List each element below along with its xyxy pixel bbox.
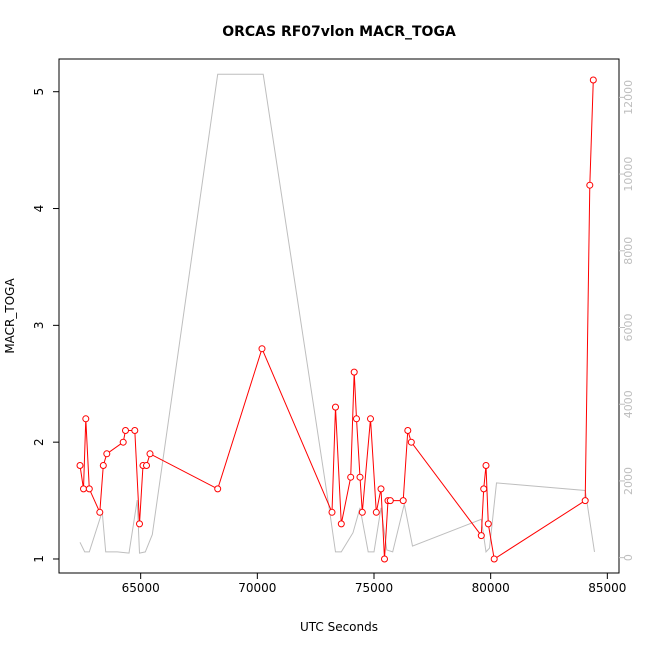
plot-frame <box>58 58 620 574</box>
macr-toga-point <box>332 403 339 411</box>
macr-toga-point <box>490 555 498 563</box>
y-tick-label: 1 <box>32 555 46 563</box>
x-tick-label: 75000 <box>355 581 393 595</box>
macr-toga-point <box>258 345 266 353</box>
macr-toga-point <box>367 415 374 423</box>
macr-toga-point <box>358 508 366 516</box>
macr-toga-point <box>480 485 488 493</box>
macr-toga-point <box>146 450 154 458</box>
y2-axis: 0 2000 4000 6000 8000 10000 12000 <box>619 80 635 561</box>
macr-toga-point <box>586 181 594 189</box>
x-axis-label: UTC Seconds <box>300 620 378 634</box>
macr-toga-point <box>337 520 345 528</box>
macr-toga-point <box>76 462 84 469</box>
macr-toga-point <box>581 497 589 505</box>
macr-toga-point <box>356 473 364 481</box>
macr-toga-point <box>347 473 355 481</box>
macr-toga-series-line <box>79 79 594 560</box>
y-axis: 1 2 3 4 5 <box>32 88 59 563</box>
macr-toga-point <box>381 555 388 563</box>
macr-toga-point <box>353 415 360 423</box>
y-tick-label: 3 <box>32 322 46 330</box>
macr-toga-point <box>377 485 385 493</box>
macr-toga-point <box>85 485 93 493</box>
y2-tick-label: 6000 <box>622 314 635 342</box>
macr-toga-point <box>136 520 143 528</box>
macr-toga-point <box>477 532 485 540</box>
macr-toga-point <box>484 520 492 528</box>
x-tick-label: 65000 <box>122 581 160 595</box>
macr-toga-point <box>404 427 412 434</box>
y2-tick-label: 10000 <box>622 157 635 192</box>
macr-toga-point <box>82 415 90 423</box>
chart-title: ORCAS RF07vlon MACR_TOGA <box>222 24 456 40</box>
x-tick-label: 70000 <box>238 581 276 595</box>
macr-toga-point <box>122 427 129 434</box>
macr-toga-point <box>119 438 127 446</box>
y2-tick-label: 4000 <box>622 390 635 418</box>
y2-tick-label: 2000 <box>622 467 635 495</box>
macr-toga-point <box>386 497 394 505</box>
macr-toga-point <box>407 438 415 446</box>
macr-toga-point <box>350 368 358 376</box>
macr-toga-point <box>131 427 139 434</box>
y-axis-label: MACR_TOGA <box>3 278 17 354</box>
macr-toga-point <box>80 485 87 493</box>
y2-tick-label: 12000 <box>622 80 635 115</box>
macr-toga-point <box>96 508 104 516</box>
macr-toga-point <box>589 76 597 84</box>
macr-toga-point <box>103 450 111 458</box>
macr-toga-point <box>372 508 380 516</box>
macr-toga-point <box>99 462 107 469</box>
x-tick-label: 80000 <box>472 581 510 595</box>
y-tick-label: 4 <box>32 205 46 213</box>
y2-tick-label: 8000 <box>622 237 635 265</box>
macr-toga-point <box>214 485 222 493</box>
macr-toga-point <box>328 508 336 516</box>
altitude-series-line <box>79 73 595 554</box>
y-tick-label: 5 <box>32 88 46 96</box>
macr-toga-point <box>143 462 150 469</box>
x-tick-label: 85000 <box>588 581 626 595</box>
macr-toga-point <box>399 497 407 505</box>
y-tick-label: 2 <box>32 438 46 446</box>
x-axis: 65000 70000 75000 80000 85000 <box>122 573 626 595</box>
y2-tick-label: 0 <box>622 554 635 561</box>
macr-toga-point <box>482 462 490 469</box>
series-layer <box>76 73 597 563</box>
